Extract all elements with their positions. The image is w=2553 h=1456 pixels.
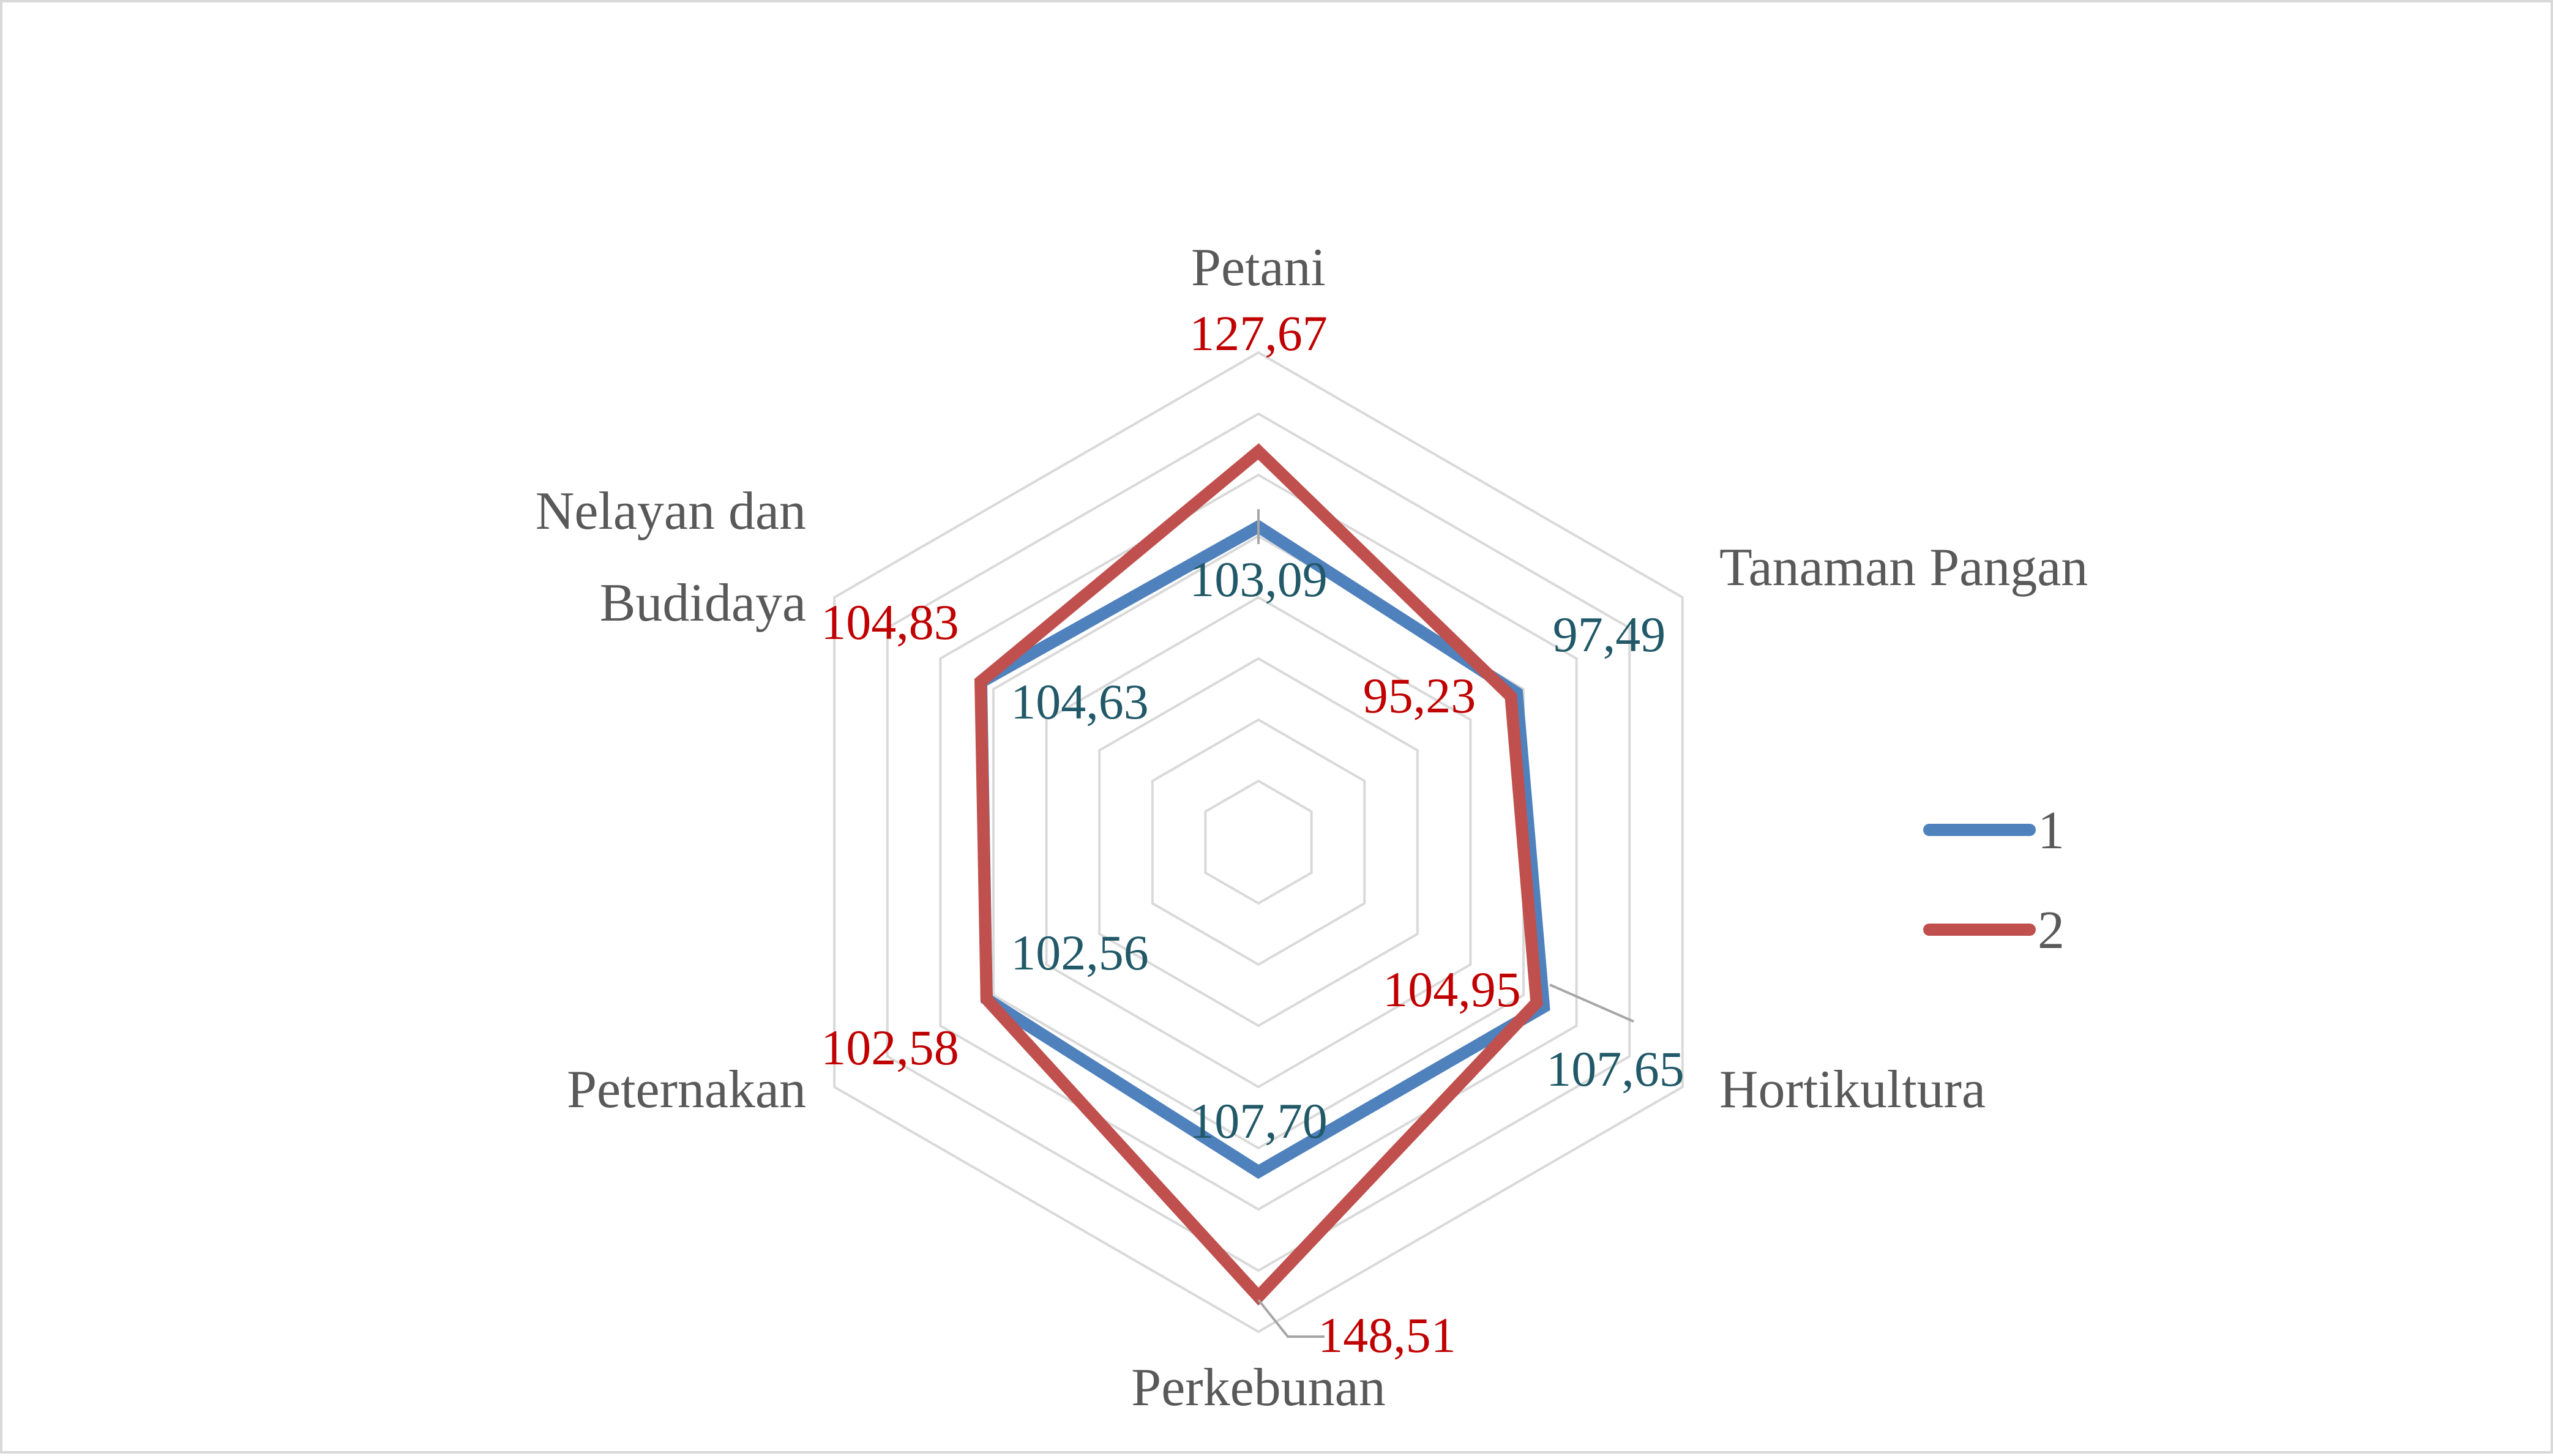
data-label: 107,70 — [1189, 1093, 1328, 1149]
legend-label: 1 — [2038, 801, 2065, 861]
grid-ring — [992, 534, 1525, 1150]
data-label: 103,09 — [1189, 551, 1328, 607]
category-label: Hortikultura — [1719, 1060, 1986, 1119]
category-label: Nelayan dan Budidaya — [536, 482, 806, 633]
data-labels: 103,09 97,49 107,65 107,70 102,56 104,63 127,6… — [821, 305, 1684, 1363]
leader-layer — [1257, 509, 1634, 1338]
data-label: 95,23 — [1363, 668, 1476, 723]
grid-ring — [1098, 657, 1419, 1028]
grid-ring — [1045, 595, 1472, 1089]
data-label: 127,67 — [1189, 305, 1328, 361]
series-layer — [974, 443, 1550, 1306]
grid-ring — [1204, 779, 1313, 905]
leader-line — [1257, 1299, 1325, 1338]
category-labels: Petani Tanaman Pangan Hortikultura Perkebun… — [536, 238, 2088, 1417]
data-label: 104,63 — [1011, 674, 1149, 730]
grid-ring — [886, 412, 1631, 1272]
legend-label: 2 — [2038, 901, 2065, 960]
data-label: 104,95 — [1383, 961, 1521, 1017]
leader-line — [1549, 984, 1634, 1023]
series-2-line — [974, 443, 1543, 1306]
grid-ring — [1151, 718, 1366, 966]
legend-item: 1 — [1923, 801, 2065, 861]
data-label: 102,56 — [1011, 925, 1149, 980]
category-label: Tanaman Pangan — [1719, 538, 2088, 597]
category-label: Perkebunan — [1131, 1358, 1385, 1417]
series-1-line — [974, 519, 1550, 1179]
category-label: Peternakan — [567, 1060, 806, 1119]
category-label: Petani — [1191, 238, 1326, 297]
grid-layer — [833, 351, 1684, 1334]
data-label: 104,83 — [821, 594, 959, 650]
data-label: 107,65 — [1546, 1041, 1684, 1097]
data-label: 97,49 — [1553, 607, 1666, 662]
data-label: 148,51 — [1318, 1307, 1456, 1363]
data-label: 102,58 — [821, 1020, 959, 1075]
grid-ring — [833, 351, 1684, 1334]
legend-item: 2 — [1923, 901, 2065, 960]
grid-ring — [939, 473, 1578, 1211]
legend: 12 — [1923, 801, 2065, 960]
